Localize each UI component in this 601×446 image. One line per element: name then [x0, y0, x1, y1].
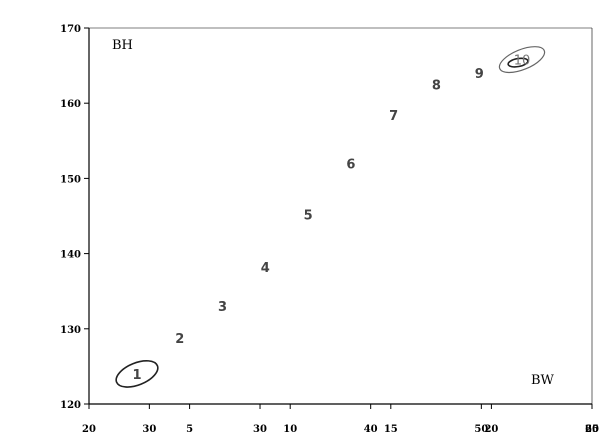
y-tick-label: 160 [60, 99, 81, 110]
x-tick-label: 25 [585, 424, 599, 435]
data-point: 7 [389, 109, 398, 124]
data-points: 1 2 3 4 5 6 7 8 9 10 [115, 46, 546, 388]
confidence-ellipse [115, 360, 159, 388]
y-tick-label: 120 [60, 400, 81, 411]
y-tick-label: 140 [60, 250, 81, 261]
data-point: 1 [115, 360, 159, 388]
y-tick-label: 150 [60, 174, 81, 185]
data-point: 10 [498, 46, 546, 74]
axes [88, 27, 593, 405]
inner-ellipse [507, 57, 529, 68]
x-axis-title: BW [531, 373, 555, 388]
confidence-ellipse [498, 46, 546, 74]
x-tick-label: 15 [384, 424, 398, 435]
y-tick-label: 130 [60, 325, 81, 336]
x-tick-label: 10 [283, 424, 297, 435]
x-tick-label: 40 [364, 424, 378, 435]
point-label: 10 [514, 54, 531, 69]
data-point: 4 [261, 261, 270, 276]
data-point: 5 [304, 208, 313, 223]
point-label: 3 [218, 300, 227, 315]
x-tick-label: 50 [474, 424, 488, 435]
data-point: 9 [475, 67, 484, 82]
point-label: 1 [132, 368, 141, 383]
data-point: 6 [346, 157, 355, 172]
y-axis-title: BH [112, 38, 133, 53]
data-point: 8 [432, 78, 441, 93]
x-tick-label: 5 [186, 424, 193, 435]
data-point: 3 [218, 300, 227, 315]
x-tick-label: 30 [142, 424, 156, 435]
y-tick-label: 170 [60, 24, 81, 35]
point-label: 5 [304, 208, 313, 223]
x-tick-label: 20 [82, 424, 96, 435]
point-label: 2 [175, 332, 184, 347]
x-tick-label: 20 [484, 424, 498, 435]
x-ticks: 20 5 10 15 20 25 30 30 40 50 60 [82, 404, 599, 435]
point-label: 4 [261, 261, 270, 276]
point-label: 9 [475, 67, 484, 82]
point-label: 8 [432, 78, 441, 93]
x-tick-label: 30 [253, 424, 267, 435]
x-tick-label: 60 [585, 424, 599, 435]
point-label: 6 [346, 157, 355, 172]
data-point: 2 [175, 332, 184, 347]
point-label: 7 [389, 109, 398, 124]
y-ticks: 120 130 140 150 160 170 [60, 24, 89, 411]
